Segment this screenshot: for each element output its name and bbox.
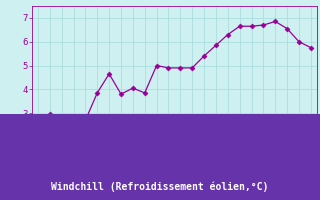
Text: Windchill (Refroidissement éolien,°C): Windchill (Refroidissement éolien,°C) (51, 182, 269, 192)
